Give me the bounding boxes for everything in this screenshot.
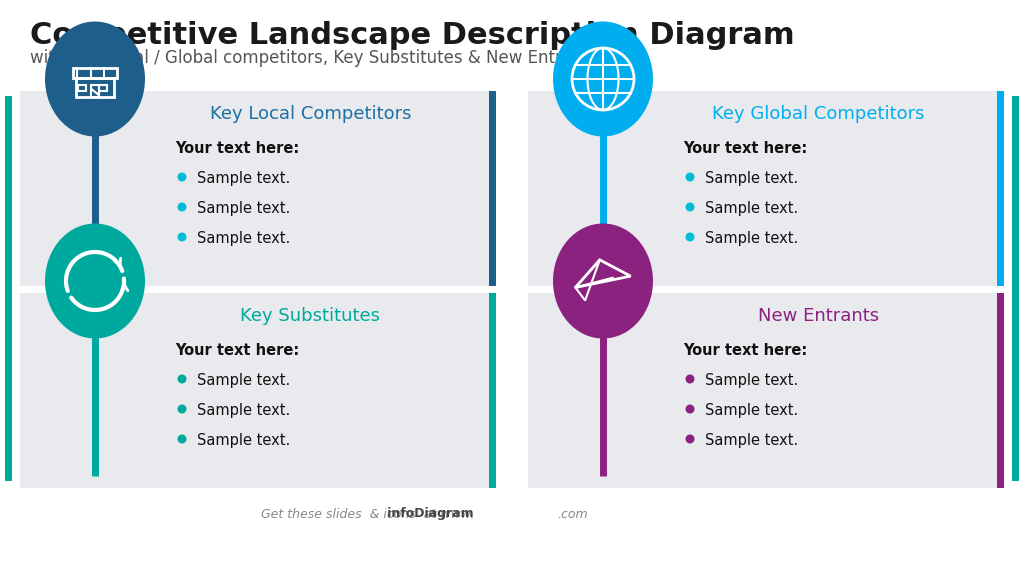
Circle shape	[685, 172, 694, 181]
Circle shape	[685, 233, 694, 241]
Circle shape	[177, 233, 186, 241]
Text: Sample text.: Sample text.	[197, 373, 290, 388]
Circle shape	[177, 374, 186, 384]
Text: Sample text.: Sample text.	[197, 403, 290, 418]
Text: Sample text.: Sample text.	[197, 171, 290, 186]
FancyBboxPatch shape	[5, 96, 12, 481]
Circle shape	[685, 434, 694, 444]
FancyBboxPatch shape	[489, 91, 496, 286]
Text: Key Local Competitors: Key Local Competitors	[210, 105, 412, 123]
Text: Your text here:: Your text here:	[175, 141, 299, 156]
Text: Competitive Landscape Description Diagram: Competitive Landscape Description Diagra…	[30, 21, 795, 50]
FancyBboxPatch shape	[20, 91, 496, 286]
Text: Sample text.: Sample text.	[705, 171, 799, 186]
FancyBboxPatch shape	[997, 293, 1004, 488]
Ellipse shape	[553, 21, 653, 137]
Ellipse shape	[553, 223, 653, 339]
Text: with Key Local / Global competitors, Key Substitutes & New Entrants: with Key Local / Global competitors, Key…	[30, 49, 598, 67]
Text: Sample text.: Sample text.	[197, 201, 290, 216]
FancyBboxPatch shape	[1012, 96, 1019, 481]
Ellipse shape	[45, 223, 145, 339]
Circle shape	[177, 172, 186, 181]
Text: Key Global Competitors: Key Global Competitors	[713, 105, 925, 123]
Text: Sample text.: Sample text.	[705, 231, 799, 246]
Text: Your text here:: Your text here:	[683, 141, 807, 156]
Ellipse shape	[45, 21, 145, 137]
Circle shape	[177, 404, 186, 414]
Circle shape	[685, 374, 694, 384]
FancyBboxPatch shape	[489, 293, 496, 488]
FancyBboxPatch shape	[997, 91, 1004, 286]
Text: Your text here:: Your text here:	[175, 343, 299, 358]
Text: Get these slides  & icons  at www.: Get these slides & icons at www.	[261, 507, 474, 521]
Circle shape	[177, 434, 186, 444]
Text: Sample text.: Sample text.	[197, 231, 290, 246]
Circle shape	[685, 203, 694, 211]
Text: Sample text.: Sample text.	[705, 403, 799, 418]
Text: infoDiagram: infoDiagram	[327, 507, 474, 521]
FancyBboxPatch shape	[528, 293, 1004, 488]
Text: Sample text.: Sample text.	[197, 433, 290, 448]
Text: New Entrants: New Entrants	[758, 307, 879, 325]
Circle shape	[177, 203, 186, 211]
Text: .com: .com	[557, 507, 588, 521]
Text: Sample text.: Sample text.	[705, 433, 799, 448]
Text: Key Substitutes: Key Substitutes	[241, 307, 381, 325]
Text: Sample text.: Sample text.	[705, 373, 799, 388]
Circle shape	[685, 404, 694, 414]
FancyBboxPatch shape	[528, 91, 1004, 286]
FancyBboxPatch shape	[20, 293, 496, 488]
Text: Your text here:: Your text here:	[683, 343, 807, 358]
Text: Sample text.: Sample text.	[705, 201, 799, 216]
